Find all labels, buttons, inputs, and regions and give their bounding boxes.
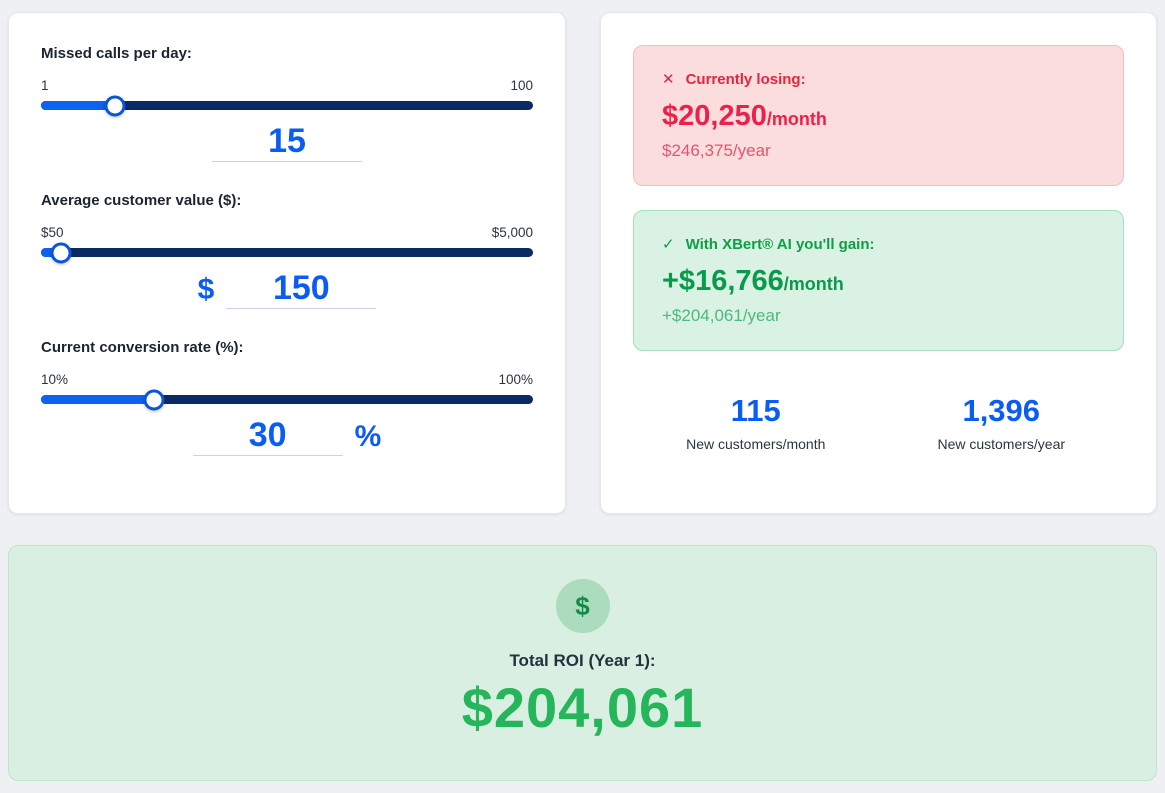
- missed-calls-slider[interactable]: [41, 95, 533, 116]
- conversion-rate-min-label: 10%: [41, 372, 69, 387]
- conversion-rate-max-label: 100%: [498, 372, 533, 387]
- missed-calls-value-row: [41, 122, 533, 162]
- conversion-rate-slider[interactable]: [41, 389, 533, 410]
- missed-calls-max-label: 100: [510, 78, 533, 93]
- customer-value-slider[interactable]: [41, 242, 533, 263]
- missed-calls-slider-thumb[interactable]: [104, 95, 126, 116]
- missed-calls-slider-fill: [41, 101, 115, 110]
- customers-per-year-stat: 1,396 New customers/year: [879, 393, 1125, 452]
- conversion-rate-range-labels: 10% 100%: [41, 372, 533, 387]
- gain-title: With XBert® AI you'll gain:: [685, 235, 875, 253]
- customer-value-label: Average customer value ($):: [41, 192, 242, 209]
- check-icon: ✓: [662, 236, 675, 253]
- percent-suffix: %: [354, 420, 382, 453]
- calculator-inputs-card: Missed calls per day: 1 100 Average cust…: [8, 12, 566, 514]
- customer-value-value-row: $: [41, 269, 533, 309]
- missed-calls-label: Missed calls per day:: [41, 45, 192, 62]
- losing-amount-row: $20,250 /month: [662, 100, 1095, 133]
- customer-value-group: Average customer value ($): $50 $5,000 $: [41, 192, 533, 309]
- customer-value-min-label: $50: [41, 225, 64, 240]
- top-row: Missed calls per day: 1 100 Average cust…: [8, 12, 1157, 514]
- losing-title: Currently losing:: [685, 70, 806, 88]
- customers-per-month-stat: 115 New customers/month: [633, 393, 879, 452]
- losing-monthly-amount: $20,250: [662, 100, 767, 132]
- currently-losing-box: ✕ Currently losing: $20,250 /month $246,…: [633, 45, 1124, 186]
- gain-box: ✓ With XBert® AI you'll gain: +$16,766 /…: [633, 210, 1124, 351]
- gain-title-row: ✓ With XBert® AI you'll gain:: [662, 235, 1095, 254]
- total-roi-value: $204,061: [461, 676, 704, 739]
- customer-stats-row: 115 New customers/month 1,396 New custom…: [633, 393, 1124, 452]
- total-roi-title: Total ROI (Year 1):: [509, 651, 656, 670]
- dollar-prefix: $: [197, 273, 215, 306]
- customers-per-month-value: 115: [730, 393, 781, 428]
- results-card: ✕ Currently losing: $20,250 /month $246,…: [600, 12, 1157, 514]
- total-roi-card: $ Total ROI (Year 1): $204,061: [8, 545, 1157, 781]
- losing-title-row: ✕ Currently losing:: [662, 70, 1095, 89]
- conversion-rate-value-row: %: [41, 416, 533, 456]
- conversion-rate-input[interactable]: [192, 416, 343, 456]
- gain-yearly-amount: +$204,061/year: [662, 306, 781, 325]
- customers-per-year-value: 1,396: [962, 393, 1041, 428]
- dollar-icon-glyph: $: [575, 590, 590, 621]
- x-icon: ✕: [662, 71, 675, 88]
- missed-calls-group: Missed calls per day: 1 100: [41, 45, 533, 162]
- missed-calls-min-label: 1: [41, 78, 49, 93]
- customers-per-month-label: New customers/month: [686, 436, 826, 452]
- losing-period-label: /month: [766, 109, 827, 129]
- customers-per-year-label: New customers/year: [937, 436, 1066, 452]
- missed-calls-input[interactable]: [212, 122, 362, 162]
- customer-value-slider-thumb[interactable]: [50, 242, 72, 263]
- losing-yearly-amount: $246,375/year: [662, 141, 771, 160]
- conversion-rate-slider-thumb[interactable]: [143, 389, 165, 410]
- customer-value-input[interactable]: [226, 269, 377, 309]
- gain-period-label: /month: [783, 274, 844, 294]
- gain-monthly-amount: +$16,766: [662, 265, 784, 297]
- customer-value-max-label: $5,000: [491, 225, 533, 240]
- conversion-rate-group: Current conversion rate (%): 10% 100% %: [41, 339, 533, 456]
- gain-amount-row: +$16,766 /month: [662, 265, 1095, 298]
- conversion-rate-slider-fill: [41, 395, 155, 404]
- conversion-rate-label: Current conversion rate (%):: [41, 339, 244, 356]
- missed-calls-range-labels: 1 100: [41, 78, 533, 93]
- dollar-icon: $: [555, 579, 610, 633]
- customer-value-range-labels: $50 $5,000: [41, 225, 533, 240]
